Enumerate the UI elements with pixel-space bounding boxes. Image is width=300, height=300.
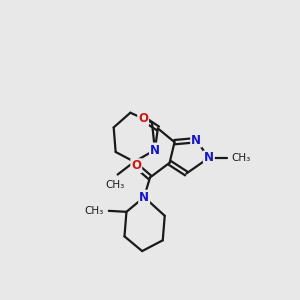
Text: CH₃: CH₃ [85, 206, 104, 216]
Text: O: O [138, 112, 148, 125]
Text: N: N [139, 190, 149, 204]
Text: N: N [150, 143, 160, 157]
Text: N: N [204, 152, 214, 164]
Text: N: N [191, 134, 201, 147]
Text: CH₃: CH₃ [105, 180, 124, 190]
Text: O: O [131, 159, 141, 172]
Text: CH₃: CH₃ [232, 153, 251, 163]
